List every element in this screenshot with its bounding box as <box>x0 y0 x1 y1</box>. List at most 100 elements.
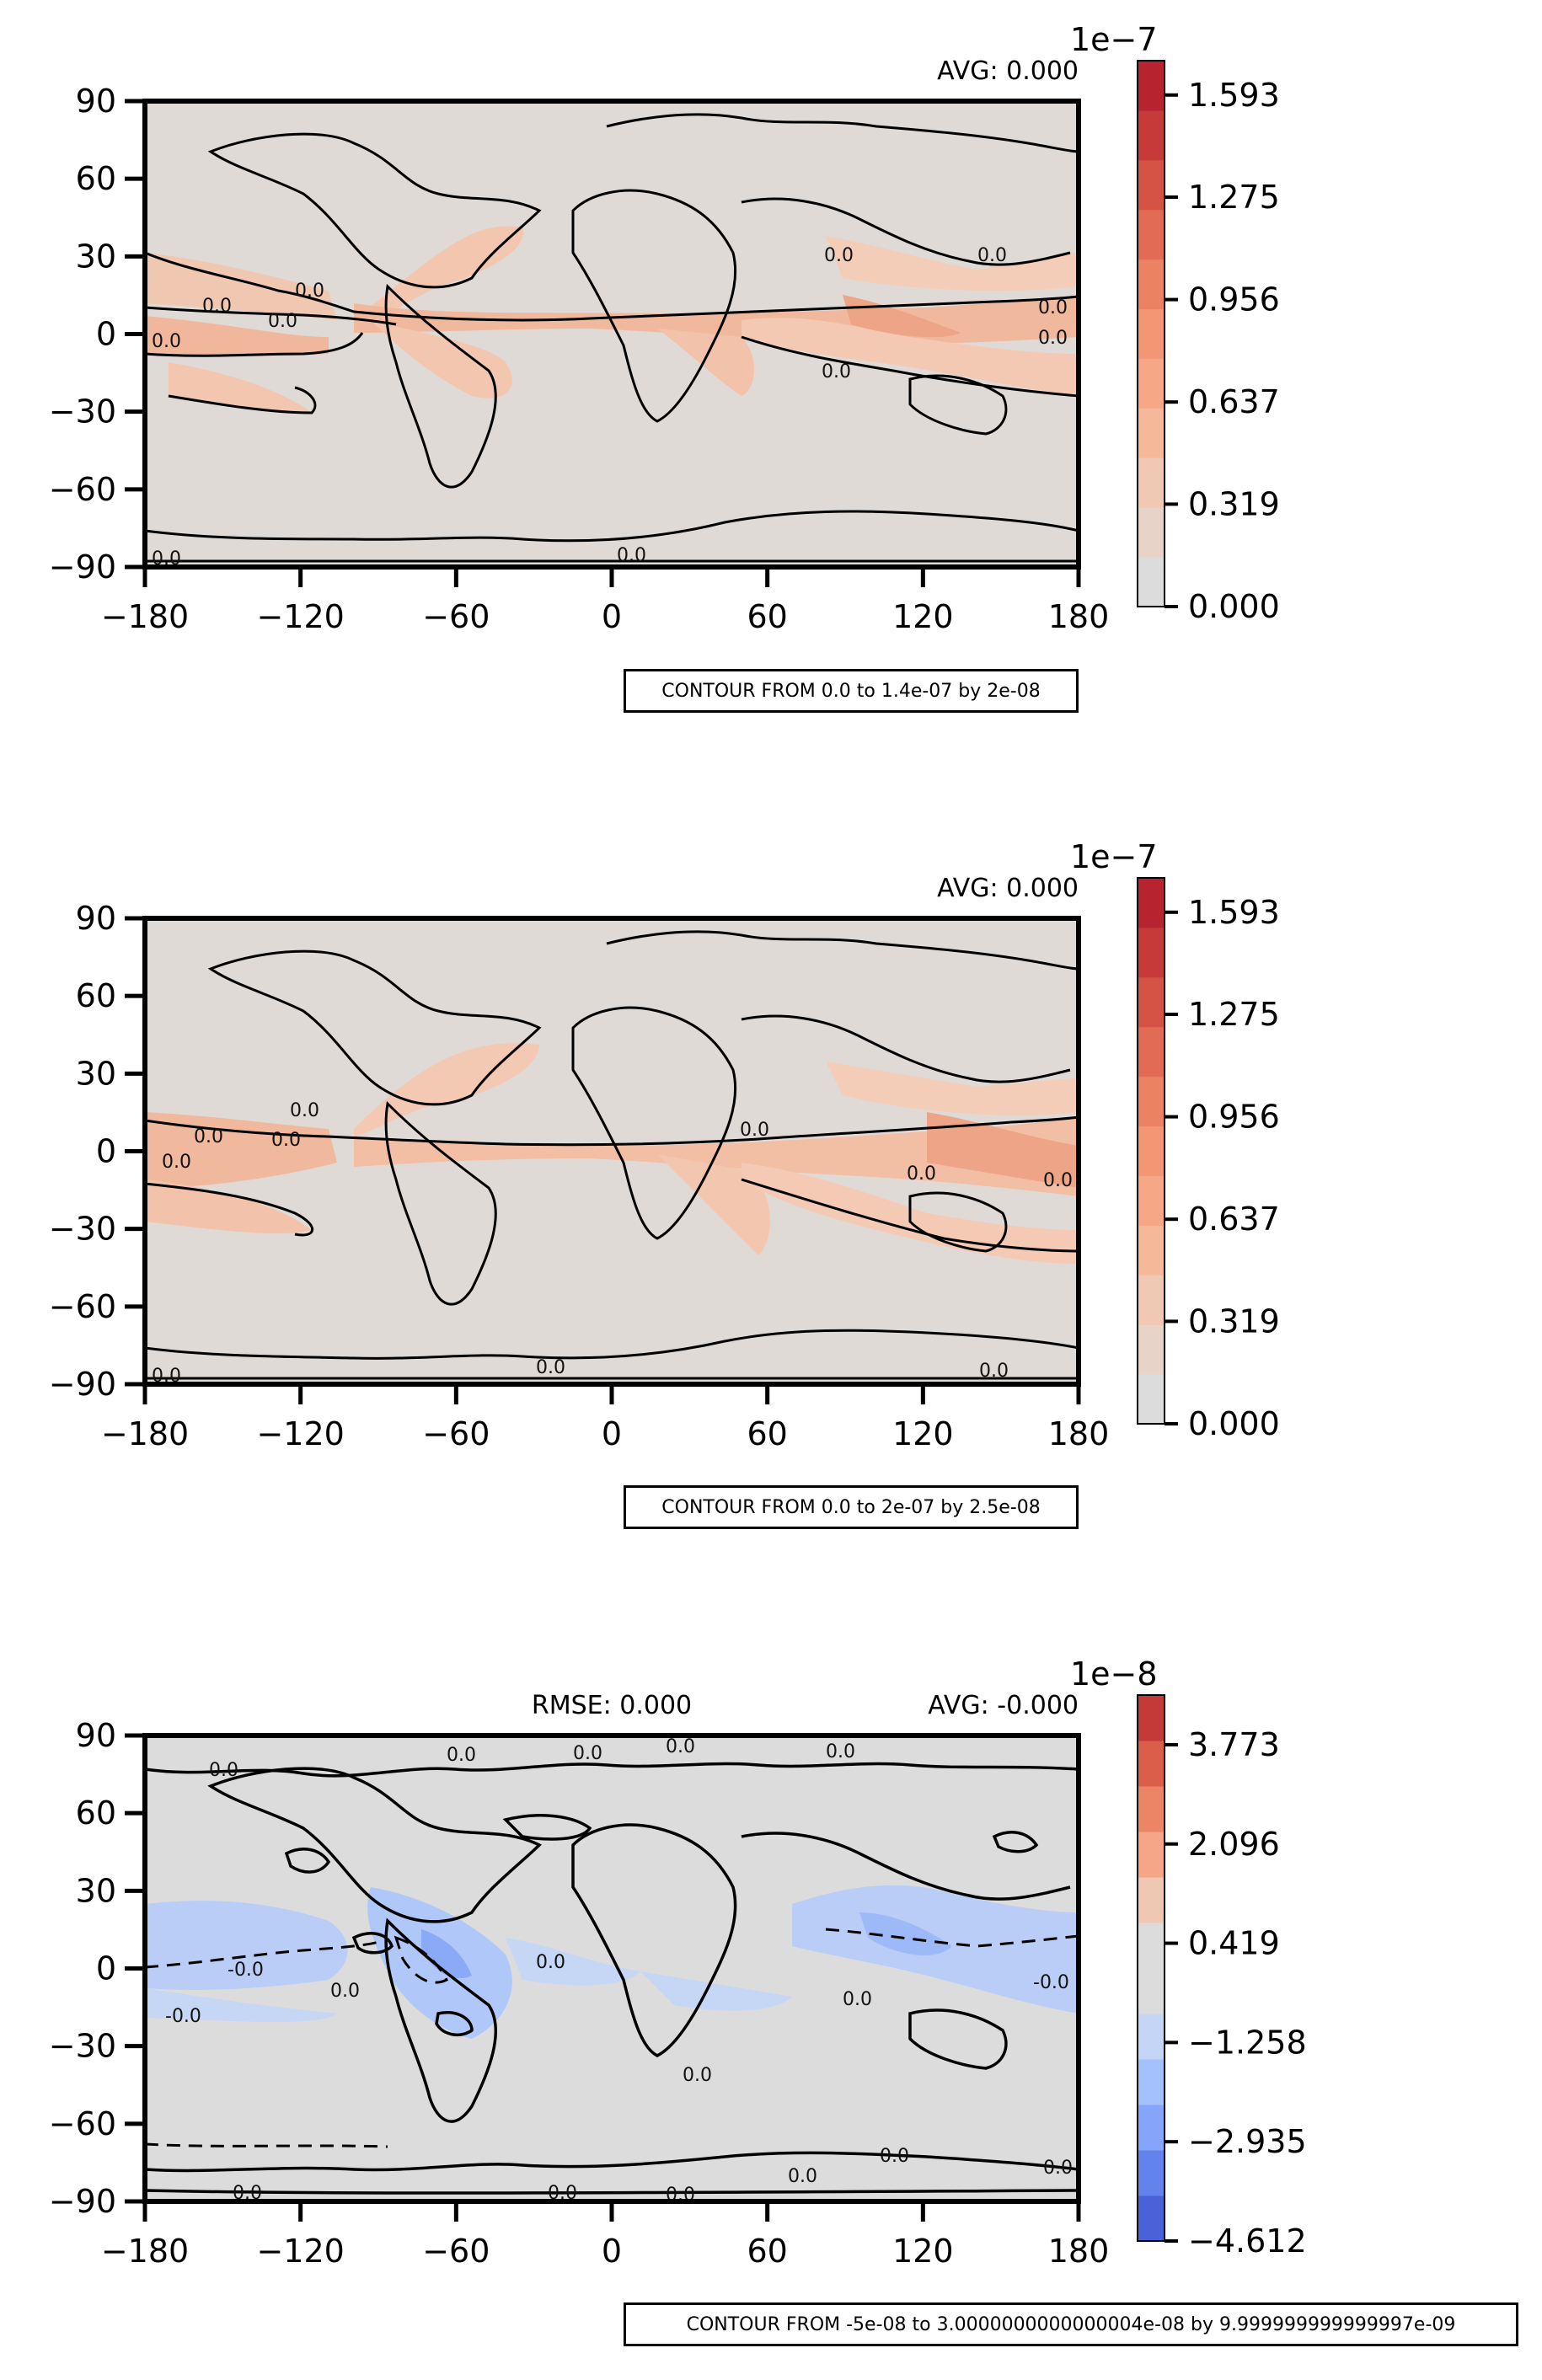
colorbar-segment <box>1138 110 1165 161</box>
contour-label: 0.0 <box>617 545 646 566</box>
contour-label: 0.0 <box>447 1745 476 1766</box>
contour-label: 0.0 <box>573 1743 602 1764</box>
map-field-2 <box>145 918 1079 1384</box>
colorbar-segment <box>1138 1832 1165 1878</box>
contour-label: 0.0 <box>162 1152 191 1173</box>
avg-label: AVG: 0.000 <box>937 874 1079 903</box>
contour-label: 0.0 <box>979 1361 1009 1382</box>
colorbar-segment <box>1138 2150 1165 2196</box>
coastlines-2 <box>145 930 1079 1381</box>
contour-label: 0.0 <box>536 1357 565 1378</box>
colorbar-tick-label: 0.319 <box>1188 485 1280 522</box>
contour-label: 0.0 <box>1038 328 1068 349</box>
contour-label: 0.0 <box>826 1741 855 1762</box>
axes-ticks-2: −180 −120 −60 0 60 120 180 90 60 30 0 −30 −60 −90 <box>49 900 1109 1452</box>
negative-contours-3 <box>145 1928 1079 2148</box>
map-panel-3: 0.0 0.0 0.0 0.0 0.0 -0.0 0.0 0.0 -0.0 0.… <box>49 1655 1307 2270</box>
x-tick-label: 180 <box>1048 598 1110 635</box>
x-tick-label: −180 <box>101 598 189 635</box>
x-tick-label: 0 <box>602 2233 622 2270</box>
contour-label: 0.0 <box>740 1120 769 1141</box>
x-tick-label: 0 <box>602 598 622 635</box>
colorbar-segment <box>1138 1225 1165 1276</box>
y-tick-label: 0 <box>96 316 116 353</box>
contour-label: -0.0 <box>228 1960 264 1981</box>
y-tick-label: −30 <box>49 2028 116 2065</box>
contour-label: 0.0 <box>880 2146 909 2167</box>
y-tick-label: 30 <box>76 1872 116 1909</box>
contour-label: 0.0 <box>683 2065 712 2086</box>
contour-label: 0.0 <box>290 1100 319 1121</box>
colorbar-segment <box>1138 1126 1165 1176</box>
x-tick-label: 60 <box>747 2233 787 2270</box>
contour-label: 0.0 <box>977 245 1007 266</box>
contour-label: 0.0 <box>822 361 851 382</box>
colorbar-segment <box>1138 61 1165 111</box>
contour-label: 0.0 <box>536 1952 565 1973</box>
contour-label: -0.0 <box>1033 1972 1069 1993</box>
colorbar-segment <box>1138 1741 1165 1787</box>
y-tick-label: 60 <box>76 160 116 197</box>
contour-label: 0.0 <box>330 1981 360 2002</box>
x-tick-label: 180 <box>1048 2233 1110 2270</box>
y-tick-label: −60 <box>49 471 116 508</box>
colorbar-segment <box>1138 1786 1165 1832</box>
colorbar-segment <box>1138 2014 1165 2060</box>
y-tick-label: 60 <box>76 977 116 1014</box>
colorbar-tick-label: 2.096 <box>1188 1826 1280 1863</box>
x-tick-label: 0 <box>602 1415 622 1452</box>
contour-label: 0.0 <box>209 1760 238 1781</box>
colorbar-tick-label: 1.593 <box>1188 77 1280 114</box>
colorbar-frame <box>1137 877 1165 1425</box>
contour-label: -0.0 <box>165 2006 201 2027</box>
colorbar-tick-label: −2.935 <box>1188 2123 1307 2160</box>
x-tick-label: −180 <box>101 1415 189 1452</box>
colorbar-tick-label: 0.000 <box>1188 1405 1280 1442</box>
colorbar-3: −4.612 −2.935 −1.258 0.419 2.096 3.773 <box>1137 1694 1307 2260</box>
colorbar-tick-label: 1.275 <box>1188 996 1280 1033</box>
contour-label: 0.0 <box>295 281 324 302</box>
colorbar-segment <box>1138 1324 1165 1375</box>
x-tick-label: −60 <box>422 2233 490 2270</box>
contour-label: 0.0 <box>843 1989 872 2010</box>
x-tick-label: 120 <box>892 2233 954 2270</box>
colorbar-segment <box>1138 2195 1165 2242</box>
colorbar-segment <box>1138 1026 1165 1078</box>
map-panel-2: 0.0 0.0 0.0 0.0 0.0 0.0 0.0 0.0 0.0 0.0 … <box>49 838 1280 1452</box>
x-tick-label: −60 <box>422 1415 490 1452</box>
contour-label: 0.0 <box>1043 2158 1073 2179</box>
contour-label: 0.0 <box>788 2166 817 2187</box>
colorbar-segment <box>1138 976 1165 1028</box>
contour-label: 0.0 <box>202 296 232 317</box>
colorbar-exponent: 1e−7 <box>1070 21 1158 58</box>
y-tick-label: −90 <box>49 2183 116 2220</box>
x-tick-label: −120 <box>256 598 344 635</box>
colorbar-tick-label: −1.258 <box>1188 2024 1307 2061</box>
colorbar-segment <box>1138 1374 1165 1425</box>
axes-ticks-1: −180 −120 −60 0 60 120 180 90 60 30 0 −30 −60 −90 <box>49 83 1109 635</box>
colorbar-segment <box>1138 358 1165 409</box>
contour-labels-2: 0.0 0.0 0.0 0.0 0.0 0.0 0.0 0.0 0.0 0.0 <box>152 1100 1073 1387</box>
colorbar-exponent: 1e−7 <box>1070 838 1158 875</box>
colorbar-exponent: 1e−8 <box>1070 1655 1158 1693</box>
colorbar-segment <box>1138 1923 1165 1969</box>
colorbar-segment <box>1138 1076 1165 1127</box>
colorbar-segment <box>1138 1175 1165 1226</box>
y-tick-label: −90 <box>49 1366 116 1403</box>
contour-label: 0.0 <box>271 1130 301 1151</box>
x-tick-label: 120 <box>892 598 954 635</box>
x-tick-label: 60 <box>747 598 787 635</box>
contour-label: 0.0 <box>907 1163 936 1185</box>
colorbar-segment <box>1138 927 1165 978</box>
colorbar-tick-label: 1.275 <box>1188 179 1280 216</box>
colorbar-tick-label: −4.612 <box>1188 2222 1307 2260</box>
colorbar-tick-label: 1.593 <box>1188 894 1280 931</box>
colorbar-segment <box>1138 1968 1165 2014</box>
colorbar-2: 0.000 0.319 0.637 0.956 1.275 1.593 <box>1137 877 1280 1442</box>
coastlines-3 <box>145 1762 1079 2195</box>
x-tick-label: 60 <box>747 1415 787 1452</box>
colorbar-segment <box>1138 2059 1165 2105</box>
colorbar-1: 0.000 0.319 0.637 0.956 1.275 1.593 <box>1137 60 1280 625</box>
colorbar-segment <box>1138 209 1165 260</box>
x-tick-label: −180 <box>101 2233 189 2270</box>
